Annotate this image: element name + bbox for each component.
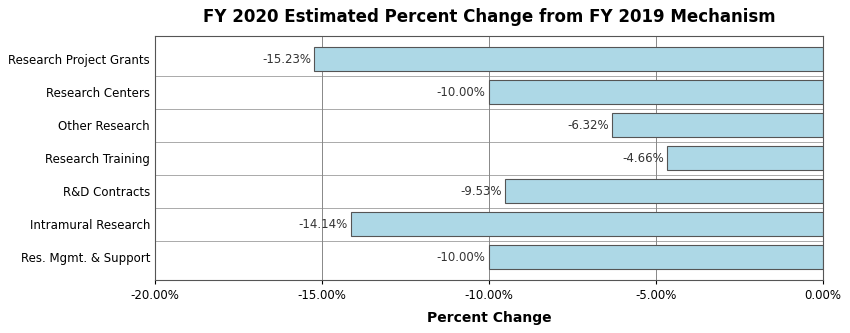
Bar — [489, 245, 823, 269]
X-axis label: Percent Change: Percent Change — [427, 311, 552, 325]
Text: -14.14%: -14.14% — [298, 218, 348, 231]
Bar — [351, 212, 823, 236]
Bar — [314, 47, 823, 71]
Text: -6.32%: -6.32% — [567, 119, 609, 132]
Text: -9.53%: -9.53% — [460, 185, 501, 198]
Title: FY 2020 Estimated Percent Change from FY 2019 Mechanism: FY 2020 Estimated Percent Change from FY… — [203, 8, 775, 26]
Bar — [667, 147, 823, 170]
Text: -10.00%: -10.00% — [437, 251, 485, 264]
Bar — [489, 80, 823, 104]
Text: -10.00%: -10.00% — [437, 86, 485, 99]
Text: -15.23%: -15.23% — [262, 53, 311, 66]
Bar — [612, 113, 823, 137]
Text: -4.66%: -4.66% — [622, 152, 664, 165]
Bar — [505, 179, 823, 203]
